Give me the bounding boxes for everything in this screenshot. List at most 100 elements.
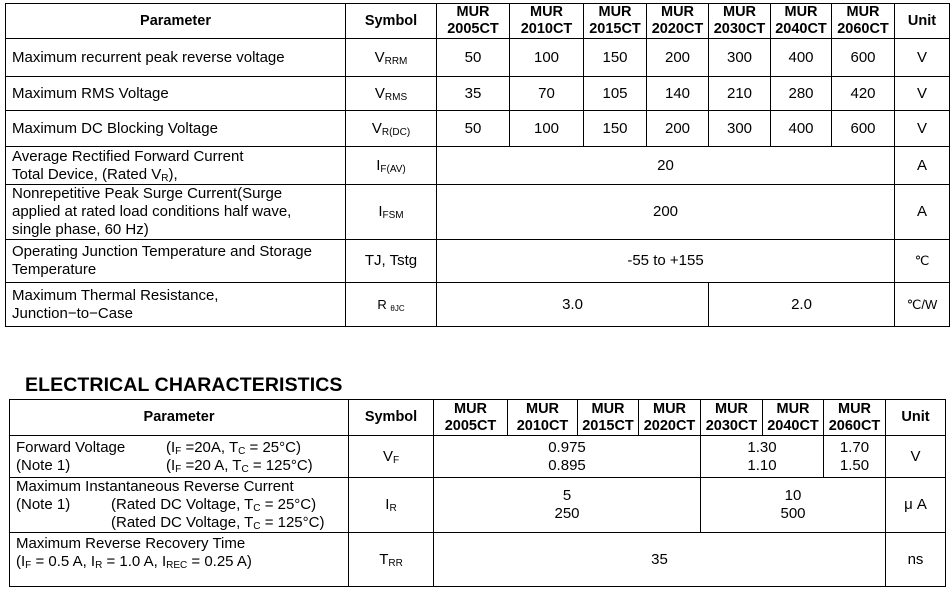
model-line2: 2015CT bbox=[589, 21, 641, 37]
symbol-sub: R bbox=[389, 503, 397, 514]
cond-text: = 125°C) bbox=[248, 456, 313, 474]
parameter-cell: Maximum Thermal Resistance, Junction−to−C… bbox=[5, 282, 346, 327]
param-line: single phase, 60 Hz) bbox=[12, 221, 149, 238]
table-row: Maximum Instantaneous Reverse Current (N… bbox=[9, 477, 946, 533]
cond-text: (I bbox=[16, 553, 26, 570]
model-line2: 2005CT bbox=[447, 21, 499, 37]
param-line: (Rated DC Voltage, TC = 125°C) bbox=[16, 514, 348, 532]
value: 1.70 bbox=[839, 438, 870, 456]
model-line1: MUR bbox=[525, 400, 560, 417]
param-line: applied at rated load conditions half wa… bbox=[12, 203, 292, 220]
header-model: MUR 2060CT bbox=[831, 3, 895, 39]
model-line1: MUR bbox=[784, 4, 818, 21]
symbol-cell: TJ, Tstg bbox=[345, 239, 437, 283]
header-model: MUR 2060CT bbox=[823, 399, 886, 436]
value-cell: 50 bbox=[436, 38, 510, 77]
cond-text: = 25°C) bbox=[260, 496, 317, 513]
param-line: Maximum Instantaneous Reverse Current bbox=[16, 478, 294, 496]
param-line: (Note 1) (IF =20 A, TC = 125°C) bbox=[16, 457, 348, 475]
unit-cell: ℃ bbox=[894, 239, 950, 283]
table-row: Forward Voltage (IF =20A, TC = 25°C) (Not… bbox=[9, 435, 946, 478]
cond-sub: C bbox=[253, 521, 261, 532]
condition: (Rated DC Voltage, TC = 25°C) bbox=[111, 496, 316, 514]
header-model: MUR 2005CT bbox=[436, 3, 510, 39]
value-cell: 0.975 0.895 bbox=[433, 435, 701, 478]
model-line2: 2020CT bbox=[651, 21, 704, 37]
cond-text: = 1.0 A, I bbox=[102, 553, 167, 570]
symbol: V bbox=[371, 119, 382, 137]
header-model: MUR 2010CT bbox=[509, 3, 584, 39]
condition: (IF =20 A, TC = 125°C) bbox=[166, 457, 313, 475]
symbol-sub: RRM bbox=[384, 55, 408, 67]
model-line1: MUR bbox=[652, 400, 687, 417]
value-cell: 3.0 bbox=[436, 282, 709, 327]
value-cell: 100 bbox=[509, 110, 584, 147]
value: 1.30 bbox=[747, 438, 777, 456]
value: 1.50 bbox=[839, 456, 870, 474]
header-symbol: Symbol bbox=[348, 399, 434, 436]
value-cell: 140 bbox=[646, 76, 709, 111]
value-cell: 35 bbox=[433, 532, 886, 587]
param-line: (Note 1) (Rated DC Voltage, TC = 25°C) bbox=[16, 496, 348, 514]
model-line1: MUR bbox=[591, 400, 625, 417]
model-line1: MUR bbox=[660, 4, 695, 21]
unit-cell: ns bbox=[885, 532, 946, 587]
unit-cell: A bbox=[894, 146, 950, 185]
model-line1: MUR bbox=[598, 4, 632, 21]
value-cell: 150 bbox=[583, 110, 647, 147]
value-cell: 100 bbox=[509, 38, 584, 77]
table-row: Maximum recurrent peak reverse voltage V… bbox=[5, 38, 950, 77]
cond-text: (Rated DC Voltage, T bbox=[111, 514, 254, 531]
model-line1: MUR bbox=[776, 400, 810, 417]
header-model: MUR 2010CT bbox=[507, 399, 578, 436]
value-cell: 105 bbox=[583, 76, 647, 111]
value: 10 bbox=[784, 487, 802, 504]
cond-sub: C bbox=[238, 445, 246, 457]
symbol-sub: RR bbox=[388, 557, 403, 569]
value-cell: 300 bbox=[708, 38, 771, 77]
value-cell: 420 bbox=[831, 76, 895, 111]
cond-text: (I bbox=[166, 456, 176, 474]
symbol-sub: FSM bbox=[382, 210, 404, 221]
model-line1: MUR bbox=[453, 400, 488, 417]
cond-text: =20A, T bbox=[181, 438, 239, 456]
value-cell: 200 bbox=[646, 38, 709, 77]
parameter-cell: Operating Junction Temperature and Stora… bbox=[5, 239, 346, 283]
table-row: Operating Junction Temperature and Stora… bbox=[5, 239, 950, 283]
condition: (Rated DC Voltage, TC = 125°C) bbox=[111, 514, 324, 532]
value-cell: 150 bbox=[583, 38, 647, 77]
header-unit: Unit bbox=[894, 3, 950, 39]
value-cell: 400 bbox=[770, 110, 832, 147]
symbol-cell: IF(AV) bbox=[345, 146, 437, 185]
header-model: MUR 2030CT bbox=[708, 3, 771, 39]
unit-cell: V bbox=[894, 38, 950, 77]
param-line: Temperature bbox=[12, 261, 97, 278]
model-line2: 2015CT bbox=[582, 417, 634, 434]
model-line2: 2010CT bbox=[520, 21, 573, 37]
param-line: Average Rectified Forward Current bbox=[12, 147, 244, 165]
parameter-cell: Average Rectified Forward Current Total D… bbox=[5, 146, 346, 185]
header-unit: Unit bbox=[885, 399, 946, 436]
parameter-cell: Maximum DC Blocking Voltage bbox=[5, 110, 346, 147]
unit-cell: V bbox=[894, 110, 950, 147]
value-cell: 1.30 1.10 bbox=[700, 435, 824, 478]
table-row: Maximum RMS Voltage VRMS 35 70 105 140 2… bbox=[5, 76, 950, 111]
spacer bbox=[16, 514, 111, 532]
param-line: (IF = 0.5 A, IR = 1.0 A, IREC = 0.25 A) bbox=[16, 553, 348, 571]
cond-sub: C bbox=[241, 463, 249, 475]
symbol-sub: R(DC) bbox=[381, 126, 411, 138]
header-model: MUR 2020CT bbox=[638, 399, 701, 436]
header-model: MUR 2020CT bbox=[646, 3, 709, 39]
cond-sub: R bbox=[95, 560, 103, 571]
value-cell: 5 250 bbox=[433, 477, 701, 533]
value-cell: 210 bbox=[708, 76, 771, 111]
electrical-characteristics-table: Parameter Symbol MUR 2005CT MUR 2010CT MUR… bbox=[9, 399, 946, 587]
param-line: Nonrepetitive Peak Surge Current(Surge bbox=[12, 185, 283, 203]
symbol: R bbox=[377, 296, 391, 312]
unit-cell: μ A bbox=[885, 477, 946, 533]
table-row: Average Rectified Forward Current Total D… bbox=[5, 146, 950, 185]
symbol-cell: VF bbox=[348, 435, 434, 478]
cond-text: =20 A, T bbox=[181, 456, 242, 474]
cond-text: (Rated DC Voltage, T bbox=[111, 496, 254, 513]
param-line: Maximum Reverse Recovery Time bbox=[16, 535, 246, 552]
